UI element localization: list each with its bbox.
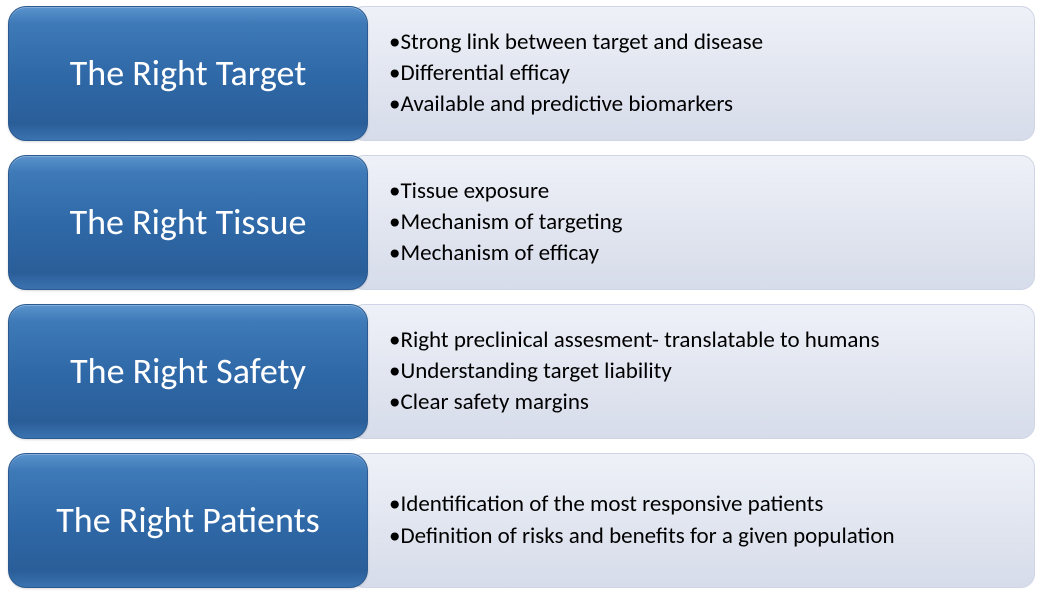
- bullets-box-safety: •Right preclinical assesment- translatab…: [350, 304, 1035, 439]
- bullet-item: •Tissue exposure: [389, 176, 1020, 207]
- bullet-item: •Mechanism of efficay: [389, 238, 1020, 269]
- bullets-box-tissue: •Tissue exposure •Mechanism of targeting…: [350, 155, 1035, 290]
- title-box-safety: The Right Safety: [8, 304, 368, 439]
- bullet-item: •Clear safety margins: [389, 387, 1020, 418]
- row-safety: The Right Safety •Right preclinical asse…: [8, 304, 1035, 439]
- bullet-item: •Mechanism of targeting: [389, 207, 1020, 238]
- row-tissue: The Right Tissue •Tissue exposure •Mecha…: [8, 155, 1035, 290]
- bullets-box-target: •Strong link between target and disease …: [350, 6, 1035, 141]
- bullet-item: •Differential efficay: [389, 58, 1020, 89]
- title-text: The Right Target: [70, 53, 307, 94]
- row-patients: The Right Patients •Identification of th…: [8, 453, 1035, 588]
- bullet-item: •Strong link between target and disease: [389, 27, 1020, 58]
- bullet-item: •Available and predictive biomarkers: [389, 89, 1020, 120]
- title-box-tissue: The Right Tissue: [8, 155, 368, 290]
- bullet-item: •Right preclinical assesment- translatab…: [389, 325, 1020, 356]
- title-box-patients: The Right Patients: [8, 453, 368, 588]
- bullet-item: •Identification of the most responsive p…: [389, 489, 1020, 520]
- title-text: The Right Safety: [70, 351, 306, 392]
- bullet-item: •Understanding target liability: [389, 356, 1020, 387]
- bullet-item: •Definition of risks and benefits for a …: [389, 521, 1020, 552]
- row-target: The Right Target •Strong link between ta…: [8, 6, 1035, 141]
- title-box-target: The Right Target: [8, 6, 368, 141]
- title-text: The Right Patients: [56, 500, 319, 541]
- bullets-box-patients: •Identification of the most responsive p…: [350, 453, 1035, 588]
- title-text: The Right Tissue: [70, 202, 307, 243]
